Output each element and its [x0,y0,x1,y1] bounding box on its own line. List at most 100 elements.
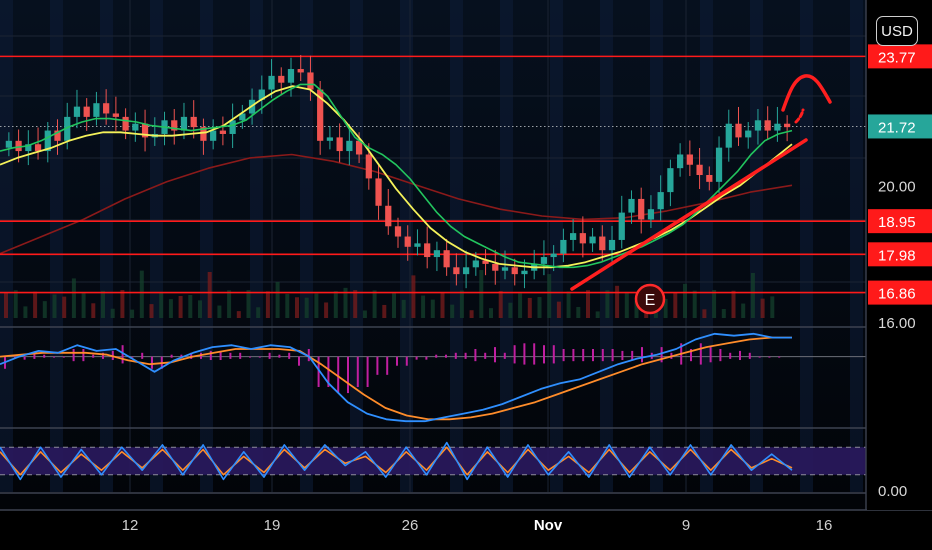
volume-bar [304,297,309,318]
candle-body [424,243,431,258]
candle-body [784,123,791,128]
user-drawings[interactable]: E [570,74,832,315]
macd-histogram-bar [464,352,467,359]
time-axis[interactable]: 12 19 26 Nov 9 16 [122,517,833,534]
volume-bar [615,285,620,318]
time-tick-label: 9 [682,517,690,534]
macd-histogram-bar [425,356,428,360]
volume-bar [42,301,47,318]
volume-bar [537,297,542,318]
volume-bar [4,292,8,318]
macd-histogram-bar [170,354,173,358]
macd-histogram-bar [121,345,124,364]
macd-histogram-bar [709,347,712,363]
time-tick-label: 16 [816,517,833,534]
macd-histogram-bar [533,343,536,365]
volume-bar [198,300,202,318]
macd-histogram-bar [552,345,555,364]
macd-histogram-bar [494,347,496,363]
macd-histogram-bar [582,349,585,362]
candle-body [657,192,664,210]
candle-body [93,103,100,117]
volume-bar [217,305,222,318]
stochastic-pane [0,441,866,481]
candle-body [346,140,353,152]
candle-body [83,106,90,117]
macd-histogram-bar [758,356,761,358]
macd-histogram-bar [33,352,36,359]
candle-body [404,236,411,247]
volume-bar [459,290,464,318]
volume-bar [110,308,115,318]
candle-body [317,89,324,141]
candle-body [103,103,110,114]
volume-bar [450,304,455,318]
time-tick-label: 12 [122,517,139,534]
macd-histogram-bar [386,356,389,375]
volume-bar [663,298,668,318]
shade-column [800,0,813,492]
volume-bar [518,293,523,318]
macd-histogram-bar [23,356,26,360]
macd-histogram-bar [592,349,594,362]
macd-line [0,332,792,423]
candle-body [54,130,61,141]
volume-bar [760,298,765,318]
shade-column [200,0,213,492]
macd-histogram-bar [141,352,144,359]
macd-histogram-bar [396,356,398,366]
price-tag-label: 17.98 [878,247,916,264]
candle-body [34,144,42,152]
macd-histogram-bar [454,352,457,359]
currency-button[interactable]: USD [876,16,918,46]
volume-bar [712,290,717,318]
price-tag-label: 18.95 [878,214,916,231]
volume-bar [498,291,503,318]
macd-histogram-bar [337,356,340,394]
macd-histogram-bar [327,356,330,387]
macd-histogram-bar [347,356,349,394]
price-axis[interactable]: 20.00 16.00 23.77 21.72 18.95 17.98 16.86 0.00 [867,0,932,510]
macd-histogram-bar [474,349,477,362]
candle-body [754,120,762,131]
volume-bar [702,309,707,318]
macd-histogram-bar [748,352,751,359]
volume-bar [692,290,697,318]
candle-body [492,263,499,271]
price-tag [868,209,932,234]
candle-body [540,257,548,264]
volume-bar [556,301,561,318]
candle-body [365,154,372,179]
price-tag-label: 16.86 [878,286,916,303]
candle-body [638,198,645,220]
candle-body [677,154,684,169]
volume-bar [23,306,28,318]
candle-body [569,233,577,240]
volume-bar [227,290,232,318]
candle-body [764,120,771,131]
macd-histogram-bar [366,356,369,387]
volume-bars [4,270,775,318]
trendline [570,138,808,291]
volume-bar [295,297,299,318]
macd-histogram-bar [239,352,242,359]
volume-bar [178,295,183,318]
volume-bar [586,290,590,318]
price-tag [868,242,932,267]
candle-body [628,198,635,213]
price-tag [868,114,932,139]
macd-histogram-bar [43,354,46,358]
macd-histogram-bar [92,354,95,358]
candle-body [599,236,606,251]
volume-bar [634,300,639,318]
macd-histogram-bar [82,349,85,362]
volume-bar [139,270,144,318]
macd-histogram-bar [660,347,663,363]
candle-body [64,116,71,141]
candle-body [122,116,129,131]
candle-body [355,140,363,155]
volume-bar [624,291,629,318]
pane-dividers [0,0,932,511]
volume-bar [71,278,76,318]
